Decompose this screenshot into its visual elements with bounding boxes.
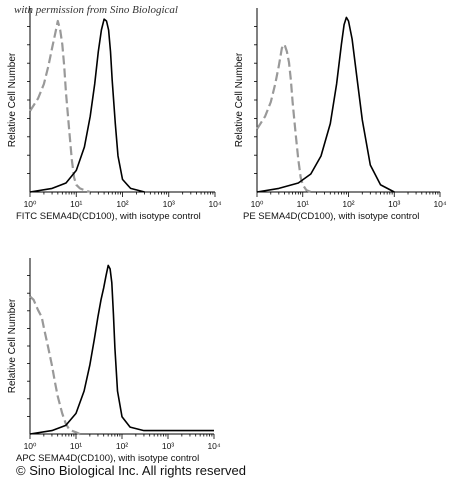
- x-tick-label: 10⁰: [251, 199, 264, 209]
- x-tick-label: 10²: [116, 441, 128, 451]
- sample-curve: [256, 16, 395, 193]
- sample-curve: [29, 264, 214, 435]
- watermark: with permission from Sino Biological: [14, 4, 178, 16]
- x-tick-label: 10³: [162, 441, 174, 451]
- y-axis-label: Relative Cell Number: [7, 52, 18, 147]
- x-tick-label: 10⁰: [24, 441, 37, 451]
- x-tick-label: 10¹: [297, 199, 309, 209]
- y-axis-label: Relative Cell Number: [234, 52, 245, 147]
- histogram-panel-3: 10⁰ 10¹ 10² 10³ 10⁴ APC SEMA4D(CD100), with i…: [7, 258, 221, 464]
- x-tick-label: 10⁰: [24, 199, 37, 209]
- histogram-panels: 10⁰ 10¹ 10² 10³ 10⁴ FITC SEMA4D(CD100), with …: [7, 8, 447, 464]
- x-axis-label: APC SEMA4D(CD100), with isotype control: [16, 453, 199, 464]
- x-tick-label: 10⁴: [207, 441, 220, 451]
- x-tick-label: 10⁴: [208, 199, 221, 209]
- x-tick-label: 10²: [342, 199, 354, 209]
- y-axis-label: Relative Cell Number: [7, 298, 18, 393]
- x-tick-label: 10⁴: [433, 199, 446, 209]
- x-tick-label: 10³: [388, 199, 400, 209]
- isotype-control-curve: [256, 43, 312, 194]
- isotype-control-curve: [29, 295, 85, 436]
- x-axis-label: FITC SEMA4D(CD100), with isotype control: [16, 211, 201, 222]
- copyright-footer: © Sino Biological Inc. All rights reserv…: [16, 463, 246, 478]
- x-tick-label: 10³: [163, 199, 175, 209]
- x-tick-label: 10¹: [70, 441, 82, 451]
- x-tick-label: 10¹: [70, 199, 82, 209]
- isotype-control-curve: [29, 19, 91, 194]
- histogram-panel-2: 10⁰ 10¹ 10² 10³ 10⁴ PE SEMA4D(CD100), with is…: [234, 8, 447, 222]
- x-tick-label: 10²: [116, 199, 128, 209]
- histogram-panel-1: 10⁰ 10¹ 10² 10³ 10⁴ FITC SEMA4D(CD100), with …: [7, 8, 222, 222]
- x-axis-label: PE SEMA4D(CD100), with isotype control: [243, 211, 419, 222]
- sample-curve: [29, 18, 145, 193]
